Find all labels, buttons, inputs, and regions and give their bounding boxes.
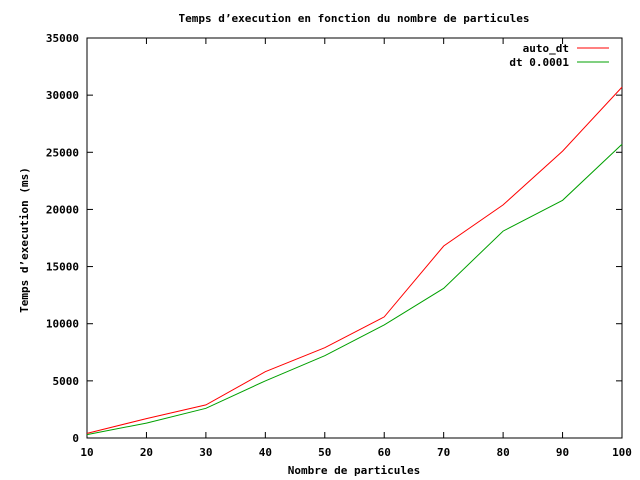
series-group bbox=[86, 86, 623, 436]
x-tick-label: 100 bbox=[612, 446, 632, 459]
y-tick-label: 25000 bbox=[46, 146, 79, 159]
y-tick-label: 20000 bbox=[46, 203, 79, 216]
x-tick-label: 20 bbox=[140, 446, 153, 459]
axis-ticks: 0 5000 10000 15000 20000 25000 30000 35000 10 20 3… bbox=[46, 32, 632, 459]
chart-title: Temps d’execution en fonction du nombre … bbox=[179, 12, 530, 25]
x-axis-label: Nombre de particules bbox=[288, 464, 420, 477]
y-tick-label: 5000 bbox=[53, 375, 80, 388]
y-tick-label: 10000 bbox=[46, 318, 79, 331]
x-tick-label: 80 bbox=[496, 446, 509, 459]
y-axis-label: Temps d’execution (ms) bbox=[18, 167, 31, 313]
series-line-1 bbox=[86, 86, 623, 434]
series-line-2 bbox=[86, 143, 623, 436]
x-tick-label: 40 bbox=[259, 446, 272, 459]
legend-label-2: dt 0.0001 bbox=[509, 56, 569, 69]
y-tick-label: 30000 bbox=[46, 89, 79, 102]
x-tick-label: 10 bbox=[80, 446, 93, 459]
y-tick-label: 35000 bbox=[46, 32, 79, 45]
x-tick-label: 90 bbox=[556, 446, 569, 459]
x-tick-label: 30 bbox=[199, 446, 212, 459]
y-tick-label: 15000 bbox=[46, 261, 79, 274]
x-tick-label: 70 bbox=[437, 446, 450, 459]
x-tick-label: 50 bbox=[318, 446, 331, 459]
y-tick-label: 0 bbox=[72, 432, 79, 445]
x-tick-label: 60 bbox=[378, 446, 391, 459]
legend-label-1: auto_dt bbox=[523, 42, 569, 55]
plot-frame bbox=[86, 37, 623, 439]
